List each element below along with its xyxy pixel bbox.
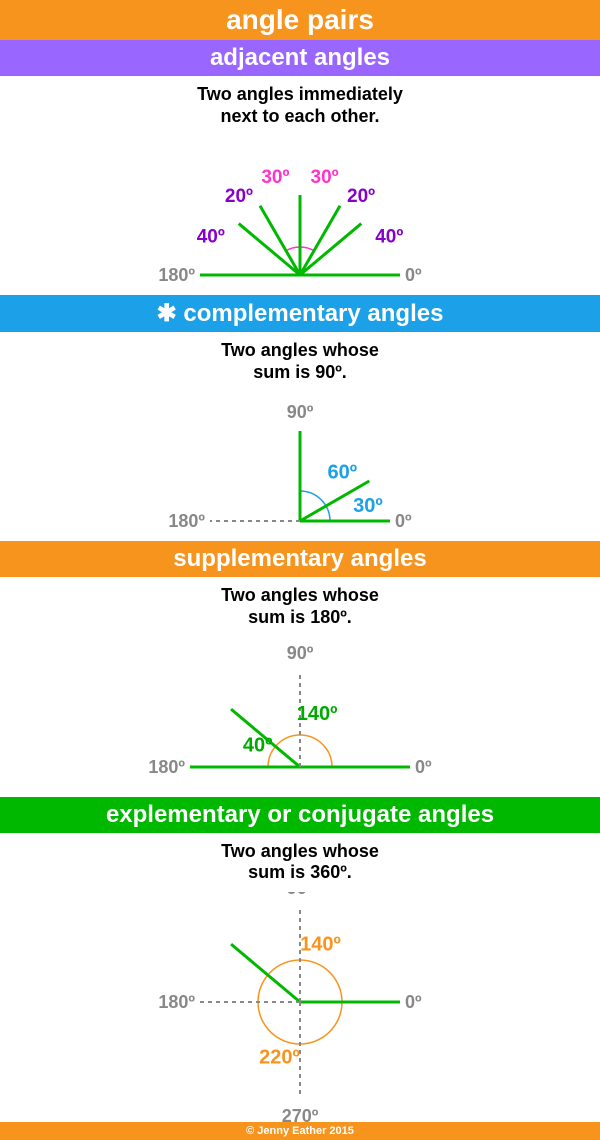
svg-text:0º: 0º <box>405 265 422 285</box>
svg-text:0º: 0º <box>415 757 432 777</box>
svg-text:180º: 180º <box>148 757 185 777</box>
svg-text:60º: 60º <box>328 462 358 484</box>
main-title: angle pairs <box>0 0 600 40</box>
section-desc: Two angles whosesum is 180º. <box>0 585 600 628</box>
diagram-explementary: 0º 180º 90º 270º 140º 220º <box>0 892 600 1122</box>
svg-text:220º: 220º <box>259 1046 300 1068</box>
svg-text:30º: 30º <box>261 167 289 188</box>
section-heading: supplementary angles <box>0 541 600 577</box>
svg-text:90º: 90º <box>287 643 314 663</box>
section-desc: Two angles whosesum is 90º. <box>0 340 600 383</box>
svg-text:270º: 270º <box>282 1106 319 1122</box>
section-desc: Two angles whosesum is 360º. <box>0 841 600 884</box>
svg-text:180º: 180º <box>168 511 205 531</box>
footer: © Jenny Eather 2015 <box>0 1122 600 1140</box>
diagram-adjacent: 0º180º40º20º30º30º20º40º <box>0 135 600 295</box>
svg-text:90º: 90º <box>287 892 314 898</box>
section-heading: adjacent angles <box>0 40 600 76</box>
svg-text:180º: 180º <box>158 265 195 285</box>
svg-text:0º: 0º <box>395 511 412 531</box>
svg-text:20º: 20º <box>347 186 375 207</box>
svg-text:180º: 180º <box>158 992 195 1012</box>
svg-text:140º: 140º <box>297 703 338 725</box>
svg-text:30º: 30º <box>311 167 339 188</box>
svg-text:30º: 30º <box>353 495 383 517</box>
diagram-complementary: 0º 180º 90º 30º 60º <box>0 391 600 541</box>
section-desc: Two angles immediatelynext to each other… <box>0 84 600 127</box>
svg-text:90º: 90º <box>287 402 314 422</box>
svg-text:40º: 40º <box>375 227 403 248</box>
svg-text:20º: 20º <box>225 186 253 207</box>
diagram-supplementary: 0º 180º 90º 40º 140º <box>0 637 600 797</box>
svg-text:40º: 40º <box>243 734 273 756</box>
svg-text:140º: 140º <box>300 933 341 955</box>
section-heading: explementary or conjugate angles <box>0 797 600 833</box>
svg-text:40º: 40º <box>197 227 225 248</box>
svg-text:0º: 0º <box>405 992 422 1012</box>
section-heading: ✱ complementary angles <box>0 295 600 332</box>
